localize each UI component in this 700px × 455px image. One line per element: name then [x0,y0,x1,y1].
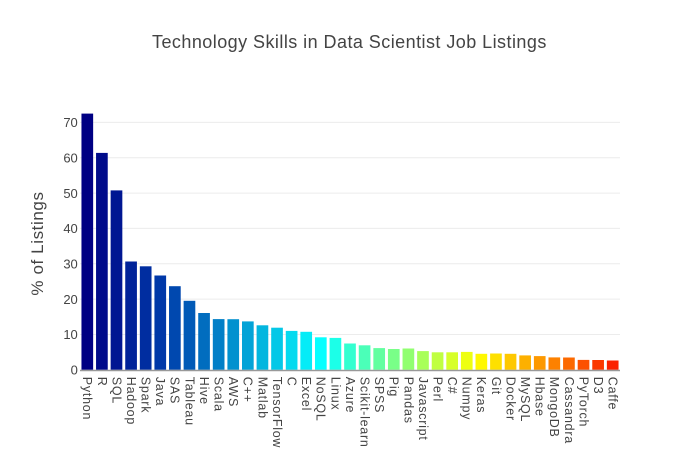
svg-text:SAS: SAS [168,377,182,404]
svg-text:Git: Git [489,377,503,395]
svg-text:Matlab: Matlab [255,377,269,419]
svg-text:60: 60 [63,150,77,165]
svg-text:AWS: AWS [226,377,240,407]
svg-text:Pig: Pig [387,377,401,397]
svg-text:% of Listings: % of Listings [28,191,47,295]
svg-text:Tableau: Tableau [182,377,196,426]
svg-text:NoSQL: NoSQL [314,377,328,422]
svg-text:C++: C++ [241,377,255,403]
svg-text:20: 20 [63,292,77,307]
svg-text:SQL: SQL [109,377,123,404]
svg-text:Hadoop: Hadoop [124,377,138,425]
svg-text:Hive: Hive [197,377,211,405]
svg-text:Excel: Excel [299,377,313,411]
svg-text:Scikit-learn: Scikit-learn [357,377,371,448]
svg-text:0: 0 [71,362,78,377]
svg-text:Docker: Docker [503,377,517,421]
svg-text:30: 30 [63,256,77,271]
svg-text:Scala: Scala [212,377,226,412]
svg-text:Technology Skills in Data Scie: Technology Skills in Data Scientist Job … [152,32,547,52]
svg-text:Caffe: Caffe [606,377,620,410]
svg-text:Hbase: Hbase [533,377,547,417]
svg-text:70: 70 [63,115,77,130]
svg-text:MySQL: MySQL [518,377,532,422]
svg-text:Azure: Azure [343,377,357,413]
svg-text:Java: Java [153,377,167,406]
svg-text:Cassandra: Cassandra [562,377,576,444]
svg-text:Perl: Perl [430,377,444,402]
svg-text:10: 10 [63,327,77,342]
svg-text:50: 50 [63,186,77,201]
svg-text:D3: D3 [591,377,605,394]
svg-text:Spark: Spark [139,377,153,413]
svg-text:Pandas: Pandas [401,377,415,424]
svg-text:Linux: Linux [328,377,342,411]
svg-text:Keras: Keras [474,377,488,413]
svg-text:MongoDB: MongoDB [547,377,561,438]
svg-text:TensorFlow: TensorFlow [270,377,284,449]
svg-text:Numpy: Numpy [460,377,474,420]
svg-text:R: R [95,377,109,387]
svg-text:C#: C# [445,377,459,394]
svg-text:Python: Python [80,377,94,420]
svg-text:C: C [284,377,298,387]
svg-text:SPSS: SPSS [372,377,386,413]
svg-text:Javascript: Javascript [416,377,430,441]
svg-text:40: 40 [63,221,77,236]
svg-text:PyTorch: PyTorch [576,377,590,427]
